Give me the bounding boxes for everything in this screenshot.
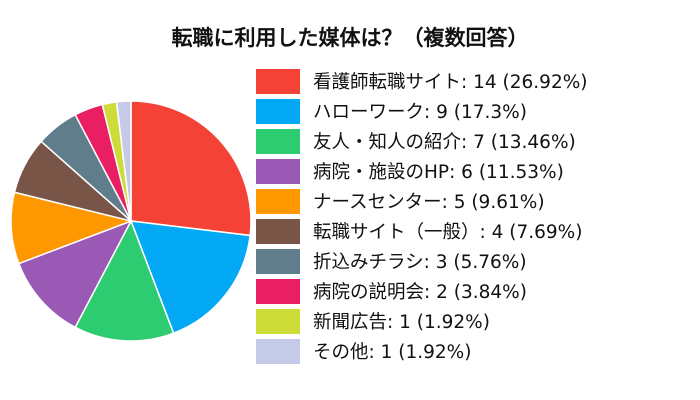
pie-slice-2 [74,219,175,342]
legend-label: ハローワーク: 9 (17.3%) [313,102,527,123]
legend-label: 転職サイト（一般）: 4 (7.69%) [313,222,583,243]
legend-item: 病院の説明会: 2 (3.84%) [256,276,696,306]
legend-item: その他: 1 (1.92%) [256,336,696,366]
legend-label: 病院・施設のHP: 6 (11.53%) [313,162,564,183]
chart-title: 転職に利用した媒体は？（複数回答） [171,26,529,50]
legend-swatch [256,188,300,214]
legend-swatch [256,278,300,304]
legend-label: その他: 1 (1.92%) [313,342,472,363]
legend: 看護師転職サイト: 14 (26.92%) ハローワーク: 9 (17.3%) 友人… [256,66,696,366]
legend-label: 友人・知人の紹介: 7 (13.46%) [313,132,576,153]
legend-swatch [256,308,300,334]
pie-chart [10,100,252,342]
legend-item: 友人・知人の紹介: 7 (13.46%) [256,126,696,156]
legend-label: 折込みチラシ: 3 (5.76%) [313,252,527,273]
legend-label: 病院の説明会: 2 (3.84%) [313,282,527,303]
legend-swatch [256,248,300,274]
legend-label: 新聞広告: 1 (1.92%) [313,312,490,333]
legend-label: 看護師転職サイト: 14 (26.92%) [313,72,588,93]
legend-swatch [256,338,300,364]
pie-slice-0 [130,100,252,237]
pie-slice-3 [17,219,133,329]
pie-slice-9 [115,100,132,222]
legend-swatch [256,98,300,124]
legend-item: 看護師転職サイト: 14 (26.92%) [256,66,696,96]
legend-swatch [256,218,300,244]
legend-item: 新聞広告: 1 (1.92%) [256,306,696,336]
legend-item: 折込みチラシ: 3 (5.76%) [256,246,696,276]
legend-item: ハローワーク: 9 (17.3%) [256,96,696,126]
legend-swatch [256,128,300,154]
legend-item: ナースセンター: 5 (9.61%) [256,186,696,216]
legend-swatch [256,68,300,94]
legend-label: ナースセンター: 5 (9.61%) [313,192,545,213]
pie-slice-1 [129,220,251,335]
legend-item: 転職サイト（一般）: 4 (7.69%) [256,216,696,246]
legend-item: 病院・施設のHP: 6 (11.53%) [256,156,696,186]
legend-swatch [256,158,300,184]
